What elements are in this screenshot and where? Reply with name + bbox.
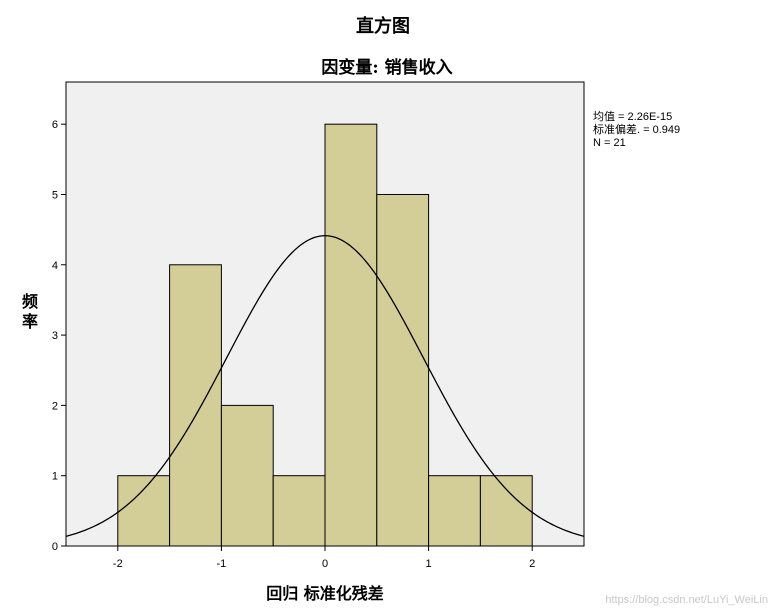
histogram-bar [428, 475, 481, 547]
y-tick-label: 6 [52, 119, 58, 131]
stats-n: N = 21 [593, 137, 626, 149]
x-tick-label: -2 [113, 558, 123, 570]
bars-group [117, 123, 533, 547]
histogram-bar [117, 475, 171, 547]
chart-subtitle: 因变量: 销售收入 [321, 57, 452, 78]
y-axis-label-2: 率 [22, 312, 38, 331]
x-tick-label: 0 [322, 558, 328, 570]
histogram-bar [324, 123, 378, 547]
normal-curve [65, 235, 585, 537]
y-axis: 0 1 2 3 4 5 6 [52, 119, 66, 553]
histogram-bar [479, 475, 533, 547]
stats-sd: 标准偏差. = 0.949 [593, 122, 680, 136]
watermark: https://blog.csdn.net/LuYi_WeiLin [605, 594, 768, 606]
chart-title: 直方图 [356, 15, 410, 37]
x-axis: -2 -1 0 1 2 [113, 546, 535, 570]
y-tick-label: 1 [52, 471, 58, 483]
stats-box: 均值 = 2.26E-15 标准偏差. = 0.949 N = 21 [593, 110, 680, 149]
y-tick-label: 2 [52, 400, 58, 412]
histogram-bar [169, 264, 222, 547]
histogram-bar [220, 404, 274, 547]
histogram-bar [272, 475, 326, 547]
histogram-bar [376, 193, 430, 547]
stats-mean: 均值 = 2.26E-15 [593, 110, 672, 123]
x-tick-label: -1 [217, 558, 227, 570]
y-tick-label: 5 [52, 189, 58, 201]
x-axis-label: 回归 标准化残差 [266, 584, 384, 603]
y-tick-label: 3 [52, 330, 58, 342]
x-tick-label: 1 [426, 558, 432, 570]
y-tick-label: 4 [52, 260, 58, 272]
y-axis-label-1: 频 [22, 292, 38, 311]
y-tick-label: 0 [52, 541, 58, 553]
x-tick-label: 2 [529, 558, 535, 570]
